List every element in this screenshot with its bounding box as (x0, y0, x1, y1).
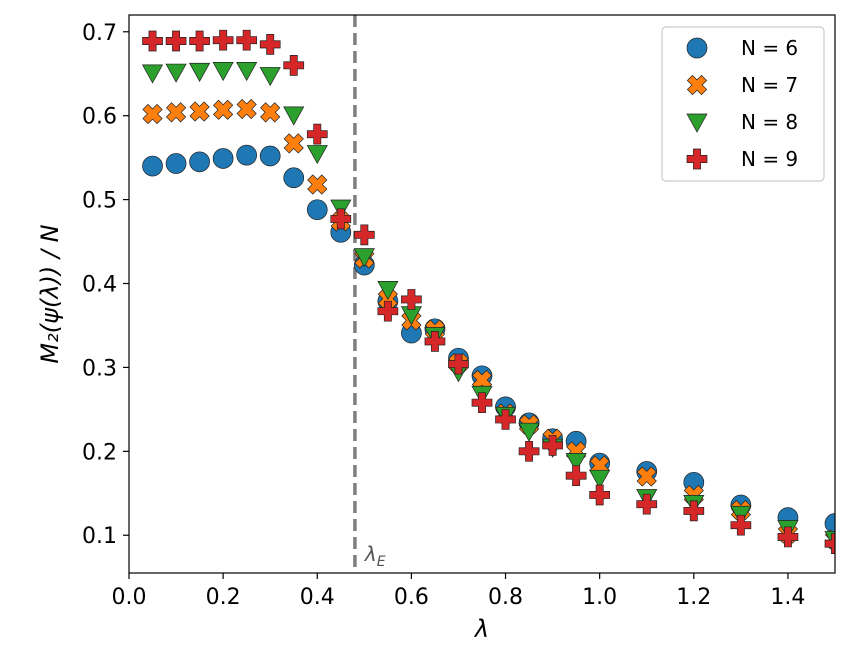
data-point (377, 300, 399, 322)
y-tick-label: 0.4 (82, 273, 117, 298)
legend: N = 6 N = 7 N = 8 N = 9 (661, 26, 825, 182)
x-tick-label: 0.2 (206, 585, 241, 610)
x-axis-label: λ (473, 615, 489, 643)
data-point (471, 392, 493, 414)
data-point (824, 513, 835, 534)
y-axis-label: M₂(ψ(λ)) / N (36, 224, 64, 363)
data-point (307, 174, 328, 195)
data-point (518, 422, 540, 442)
data-point (565, 453, 587, 473)
data-point (283, 54, 305, 76)
data-point (259, 34, 281, 55)
legend-label: N = 8 (741, 110, 798, 134)
lambda-e-subscript: E (377, 554, 386, 570)
data-point (636, 466, 657, 487)
data-point (730, 514, 752, 536)
y-tick-label: 0.5 (82, 189, 117, 214)
data-point (189, 101, 210, 122)
data-point (542, 435, 563, 456)
data-point (189, 30, 210, 52)
data-point (236, 98, 257, 120)
data-point (283, 167, 305, 189)
data-point (259, 145, 281, 167)
data-point (683, 500, 705, 522)
data-point (283, 133, 304, 154)
y-tick-label: 0.2 (82, 440, 117, 465)
x-tick-label: 0.6 (394, 585, 429, 610)
data-point (777, 526, 799, 548)
data-point (353, 248, 375, 268)
data-point (141, 64, 164, 84)
data-point (212, 62, 234, 82)
data-point (377, 281, 399, 301)
legend-label: N = 6 (741, 36, 798, 60)
data-point (236, 29, 258, 51)
y-tick-label: 0.3 (82, 356, 117, 381)
x-tick-label: 1.2 (676, 585, 711, 610)
data-point (565, 465, 587, 487)
x-tick-label: 1.0 (582, 585, 617, 610)
data-point (424, 331, 446, 352)
y-tick-label: 0.1 (82, 524, 117, 549)
x-tick-label: 0.4 (300, 585, 335, 610)
data-point (236, 62, 258, 82)
data-point (283, 106, 305, 126)
data-point (165, 30, 187, 52)
x-tick-label: 0.0 (112, 585, 147, 610)
data-point (824, 533, 835, 554)
data-point (518, 440, 540, 462)
y-tick-label: 0.7 (82, 21, 117, 46)
data-point (142, 103, 163, 125)
legend-marker (686, 148, 708, 170)
data-point (260, 102, 281, 123)
data-point (401, 289, 422, 310)
data-point (636, 493, 658, 515)
y-tick-label: 0.6 (82, 105, 117, 130)
legend-marker (686, 113, 708, 133)
data-point (306, 123, 328, 145)
data-point (189, 151, 210, 173)
plot-frame (128, 14, 836, 574)
legend-label: N = 9 (741, 147, 798, 171)
legend-marker (686, 37, 708, 59)
x-tick-label: 0.8 (488, 585, 523, 610)
data-point (589, 484, 611, 506)
data-point (353, 224, 375, 246)
data-point (259, 67, 281, 87)
data-point (213, 99, 234, 120)
data-point (165, 102, 187, 123)
data-point (189, 62, 211, 82)
data-point (448, 353, 469, 375)
data-point (165, 153, 187, 174)
legend-marker (686, 74, 708, 96)
data-point (142, 30, 163, 52)
x-tick-label: 1.4 (770, 585, 805, 610)
legend-box (661, 26, 825, 182)
data-point (212, 29, 234, 51)
series-9 (142, 29, 835, 554)
data-point (330, 208, 352, 230)
data-point (236, 144, 258, 166)
data-point (212, 148, 234, 169)
data-point (142, 155, 163, 177)
data-point (589, 469, 611, 489)
data-point (495, 409, 516, 430)
data-point (165, 63, 187, 83)
legend-label: N = 7 (741, 73, 798, 97)
data-point (306, 199, 328, 221)
data-point (306, 145, 328, 165)
